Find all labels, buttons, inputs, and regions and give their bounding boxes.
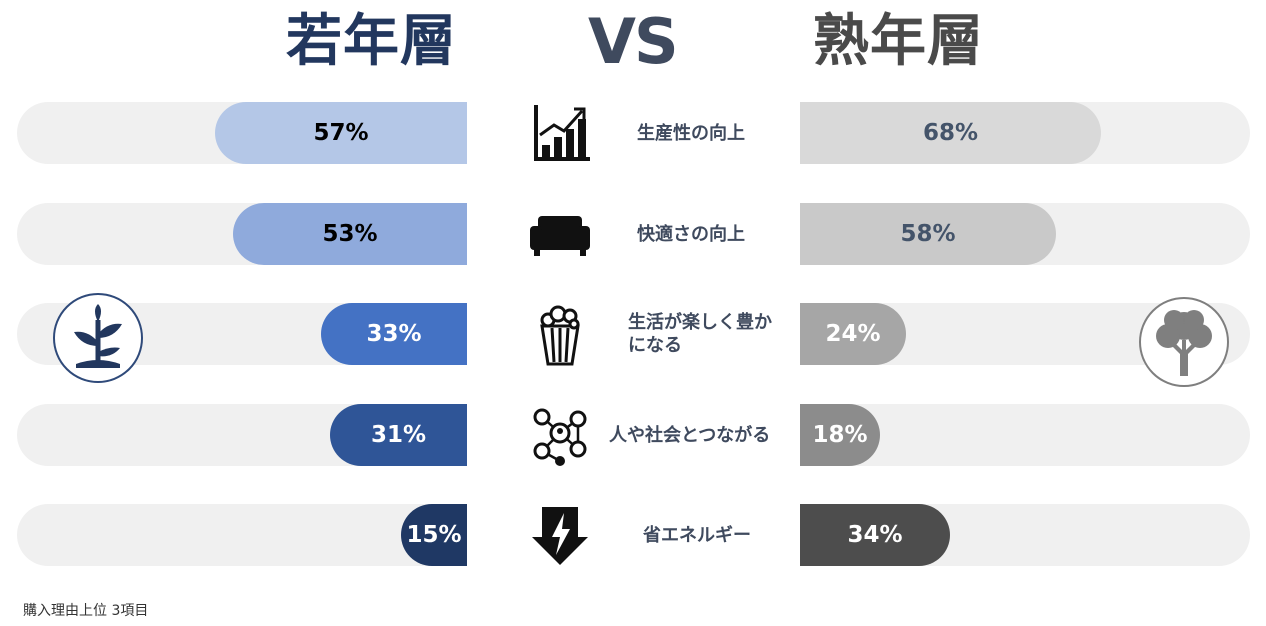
category-label-line: 省エネルギー: [643, 524, 751, 546]
value-label-young: 15%: [406, 522, 462, 548]
bar-mature: 24%: [800, 303, 906, 365]
bar-mature: 34%: [800, 504, 950, 566]
sofa-icon: [528, 202, 592, 266]
category-label-line: 快適さの向上: [637, 223, 745, 245]
energy-icon: [528, 503, 592, 567]
value-label-mature: 18%: [812, 422, 868, 448]
category-label: 快適さの向上: [637, 223, 745, 246]
footnote: 購入理由上位 3項目: [23, 603, 149, 619]
bar-young: 31%: [330, 404, 467, 466]
title-vs: VS: [588, 5, 679, 78]
value-label-mature: 24%: [825, 321, 881, 347]
category-label: 省エネルギー: [643, 524, 751, 547]
bar-young: 33%: [321, 303, 467, 365]
tree-icon: [1139, 297, 1229, 387]
category-label: 人や社会とつながる: [609, 424, 770, 447]
category-label-line: 生産性の向上: [637, 122, 745, 144]
bar-mature: 18%: [800, 404, 880, 466]
value-label-young: 31%: [370, 422, 427, 448]
value-label-young: 33%: [366, 321, 422, 347]
sprout-icon: [53, 293, 143, 383]
bar-mature: 68%: [800, 102, 1101, 164]
value-label-young: 57%: [313, 120, 369, 146]
bar-young: 15%: [401, 504, 467, 566]
title-young: 若年層: [286, 9, 457, 74]
bar-young: 57%: [215, 102, 467, 164]
title-mature: 熟年層: [813, 9, 984, 74]
popcorn-icon: [528, 302, 592, 366]
center-panel: [467, 90, 800, 580]
category-label: 生産性の向上: [637, 122, 745, 145]
value-label-mature: 34%: [847, 522, 903, 548]
category-label: 生活が楽しく豊か になる: [628, 311, 772, 357]
network-icon: [528, 403, 592, 467]
value-label-mature: 58%: [900, 221, 956, 247]
category-label-line: 生活が楽しく豊か: [628, 312, 772, 333]
value-label-mature: 68%: [922, 120, 979, 146]
growth-chart-icon: [528, 101, 592, 165]
value-label-young: 53%: [322, 221, 378, 247]
bar-mature: 58%: [800, 203, 1056, 265]
bar-young: 53%: [233, 203, 467, 265]
category-label-line: になる: [628, 335, 682, 356]
category-label-line: 人や社会とつながる: [609, 424, 771, 446]
